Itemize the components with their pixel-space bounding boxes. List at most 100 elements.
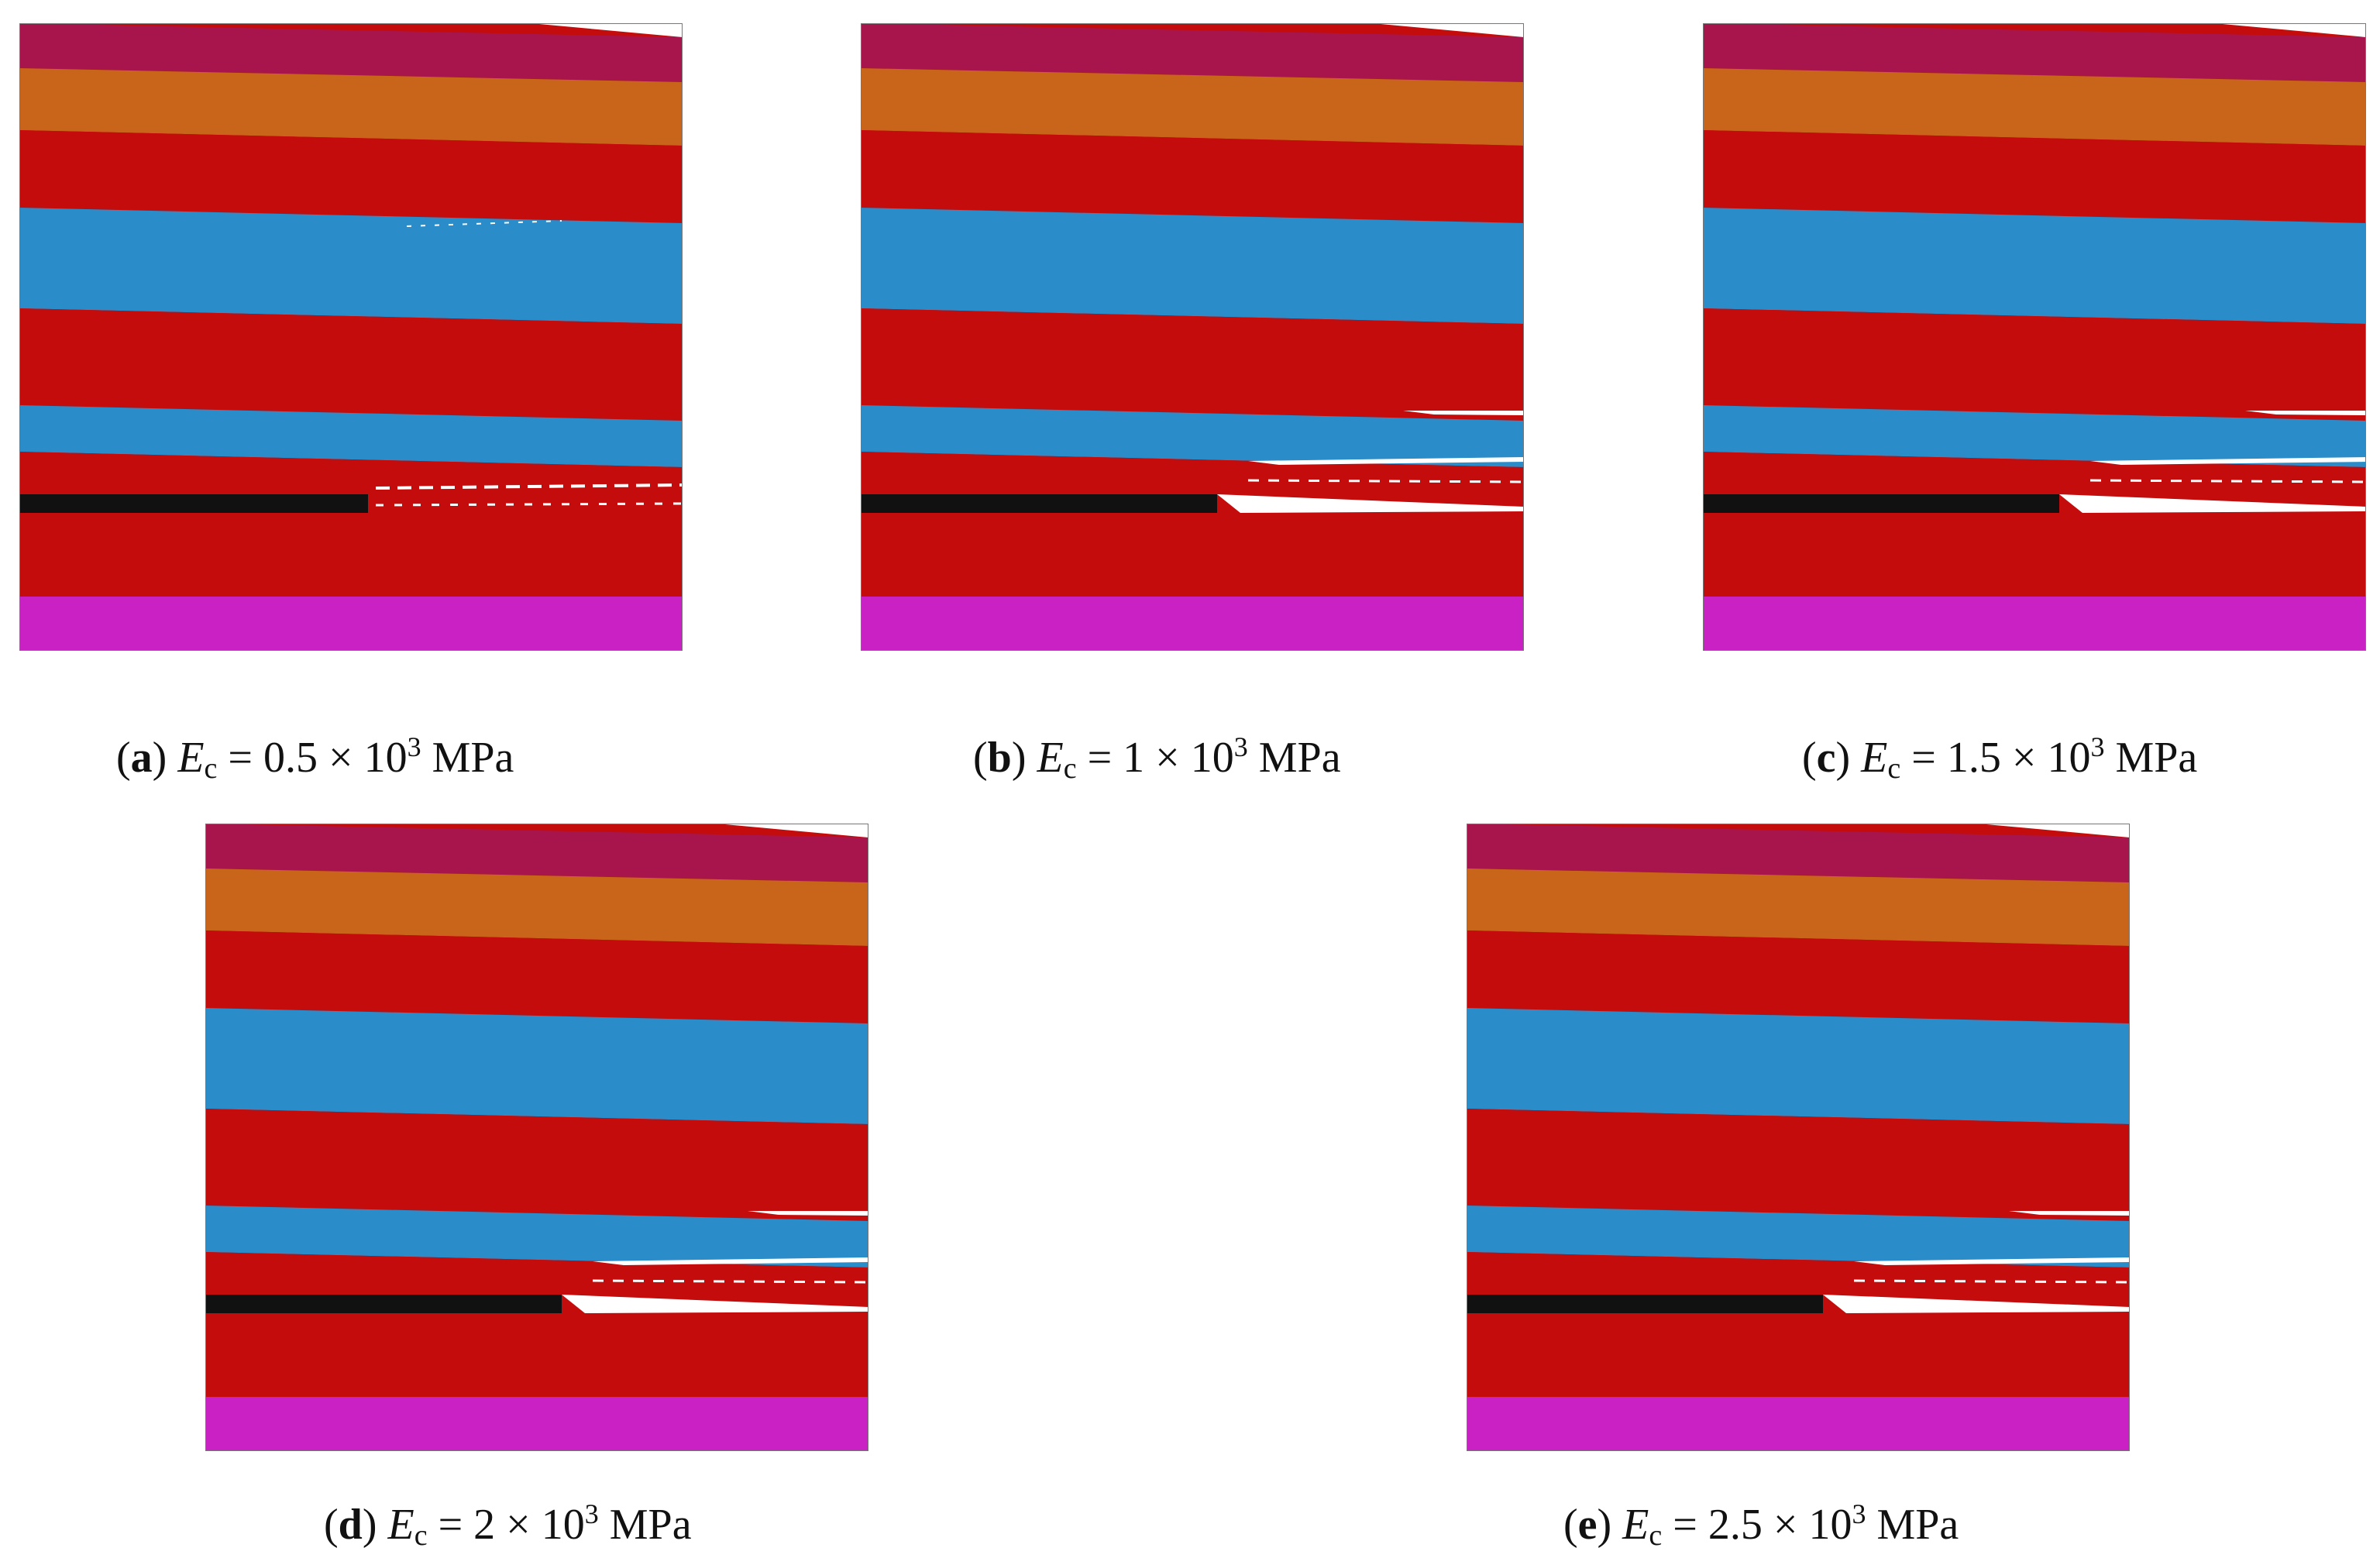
bed-separation-void	[1854, 1257, 2130, 1265]
modulus-exponent: 3	[584, 1498, 599, 1529]
modulus-exponent: 3	[407, 731, 421, 762]
equals-sign: =	[1900, 734, 1947, 782]
caption-letter: c	[1816, 734, 1836, 782]
panel-a-image	[19, 23, 683, 651]
thin-blue-stratum	[861, 405, 1524, 467]
modulus-subscript: c	[1063, 752, 1077, 785]
equals-sign: =	[1662, 1501, 1708, 1549]
modulus-unit: MPa	[421, 734, 514, 782]
blue-stratum	[19, 208, 683, 324]
equals-sign: =	[1076, 734, 1123, 782]
base-stratum	[1703, 597, 2366, 651]
panel-d-image	[205, 824, 868, 1451]
bed-separation-void	[2245, 411, 2366, 415]
orange-stratum	[1703, 68, 2366, 146]
modulus-subscript: c	[204, 752, 218, 785]
blue-stratum	[205, 1008, 868, 1124]
top-stratum	[19, 23, 683, 82]
base-stratum	[19, 597, 683, 651]
subsidence-gap	[2214, 23, 2366, 37]
thin-blue-stratum	[205, 1206, 868, 1267]
top-stratum	[1703, 23, 2366, 82]
panel-frame	[205, 824, 868, 1451]
bed-separation-void	[1217, 494, 1524, 513]
modulus-value: 2 × 10	[473, 1501, 585, 1549]
bed-separation-void	[2059, 494, 2366, 513]
fracture-line	[375, 483, 683, 490]
modulus-exponent: 3	[2090, 731, 2105, 762]
modulus-value: 1.5 × 10	[1946, 734, 2091, 782]
base-stratum	[861, 597, 1524, 651]
thin-blue-stratum	[1467, 1206, 2130, 1267]
red-stratum	[19, 308, 683, 421]
thin-blue-stratum	[1703, 405, 2366, 467]
caption-letter: a	[130, 734, 153, 782]
fracture-line	[375, 502, 683, 507]
caption-letter: d	[338, 1501, 363, 1549]
bed-separation-void	[2090, 457, 2366, 465]
orange-stratum	[205, 868, 868, 946]
fracture-line	[592, 1279, 868, 1284]
bed-separation-void	[1403, 411, 1524, 415]
top-stratum	[861, 23, 1524, 82]
modulus-symbol: E	[177, 734, 205, 782]
coal-seam	[19, 494, 368, 513]
equals-sign: =	[217, 734, 263, 782]
modulus-symbol: E	[1622, 1501, 1649, 1549]
red-stratum	[1703, 130, 2366, 223]
red-stratum	[1467, 1109, 2130, 1221]
modulus-unit: MPa	[2104, 734, 2198, 782]
modulus-subscript: c	[1887, 752, 1901, 785]
caption-letter: e	[1577, 1501, 1598, 1549]
caption-e: (e) Ec = 2.5 × 103 MPa	[1563, 1498, 1959, 1552]
modulus-subscript: c	[1649, 1519, 1663, 1552]
fracture-line	[2089, 479, 2366, 483]
panel-b-image	[861, 23, 1524, 651]
red-stratum	[19, 130, 683, 223]
modulus-exponent: 3	[1233, 731, 1248, 762]
panel-frame	[1467, 824, 2130, 1451]
fracture-line	[406, 220, 562, 227]
equals-sign: =	[427, 1501, 474, 1549]
modulus-symbol: E	[387, 1501, 414, 1549]
modulus-exponent: 3	[1852, 1498, 1866, 1529]
coal-seam	[1703, 494, 2059, 513]
base-stratum	[205, 1397, 868, 1451]
panel-e-image	[1467, 824, 2130, 1451]
panel-frame	[861, 23, 1524, 651]
modulus-unit: MPa	[1866, 1501, 1959, 1549]
bed-separation-void	[748, 1211, 868, 1216]
top-stratum	[1467, 824, 2130, 882]
blue-stratum	[1703, 208, 2366, 324]
bed-separation-void	[593, 1257, 868, 1265]
subsidence-gap	[717, 824, 868, 838]
subsidence-gap	[531, 23, 683, 37]
coal-seam	[1467, 1295, 1823, 1313]
blue-stratum	[1467, 1008, 2130, 1124]
red-stratum	[205, 1109, 868, 1221]
subsidence-gap	[1978, 824, 2130, 838]
panel-frame	[19, 23, 683, 651]
blue-stratum	[861, 208, 1524, 324]
red-stratum	[1703, 308, 2366, 421]
caption-letter: b	[987, 734, 1012, 782]
red-stratum	[1467, 930, 2130, 1023]
red-stratum	[205, 930, 868, 1023]
orange-stratum	[19, 68, 683, 146]
modulus-value: 2.5 × 10	[1708, 1501, 1852, 1549]
modulus-value: 0.5 × 10	[263, 734, 408, 782]
modulus-unit: MPa	[1247, 734, 1341, 782]
modulus-unit: MPa	[598, 1501, 692, 1549]
thin-blue-stratum	[19, 405, 683, 467]
bed-separation-void	[1248, 457, 1524, 465]
modulus-symbol: E	[1037, 734, 1064, 782]
caption-c: (c) Ec = 1.5 × 103 MPa	[1802, 731, 2198, 785]
panel-c-image	[1703, 23, 2366, 651]
orange-stratum	[1467, 868, 2130, 946]
fracture-line	[1853, 1279, 2130, 1284]
caption-d: (d) Ec = 2 × 103 MPa	[324, 1498, 692, 1552]
coal-seam	[861, 494, 1217, 513]
caption-a: (a) Ec = 0.5 × 103 MPa	[116, 731, 514, 785]
base-stratum	[1467, 1397, 2130, 1451]
modulus-subscript: c	[414, 1519, 428, 1552]
